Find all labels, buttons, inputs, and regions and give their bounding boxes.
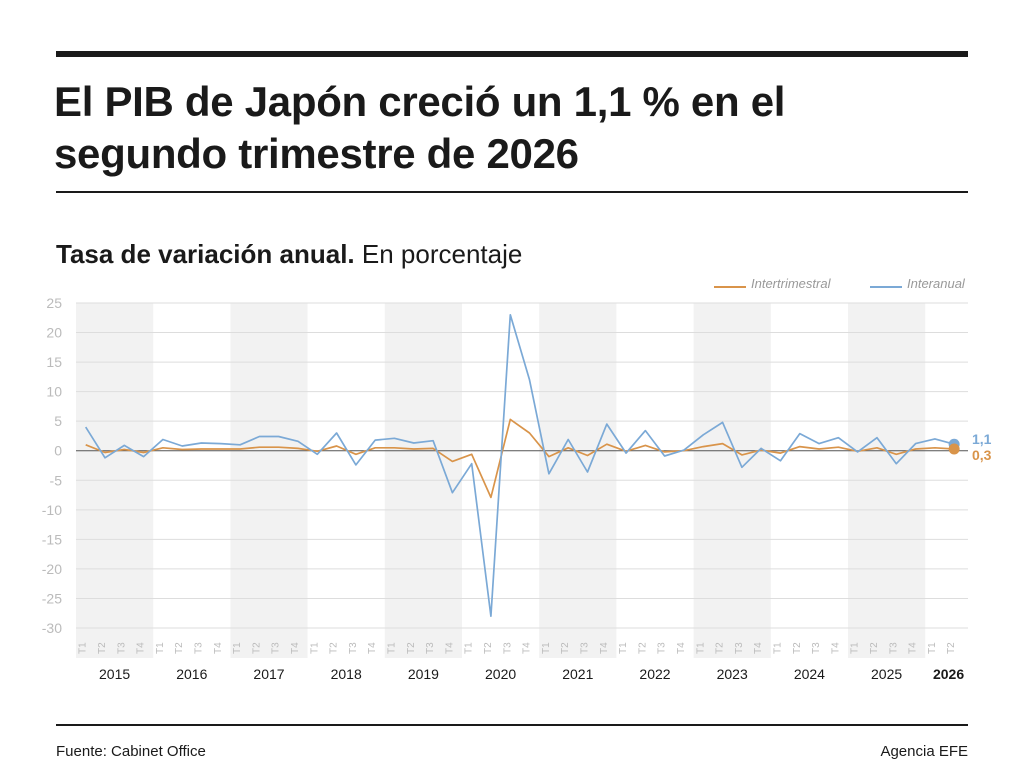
quarter-label: T1 bbox=[618, 642, 629, 654]
quarter-label: T1 bbox=[232, 642, 243, 654]
quarter-label: T4 bbox=[213, 642, 224, 654]
quarter-label: T3 bbox=[348, 642, 359, 654]
y-tick-label: 5 bbox=[54, 413, 62, 429]
quarter-label: T1 bbox=[927, 642, 938, 654]
page-title: El PIB de Japón creció un 1,1 % en el se… bbox=[54, 76, 954, 180]
quarter-label: T3 bbox=[888, 642, 899, 654]
quarter-label: T1 bbox=[850, 642, 861, 654]
bottom-rule bbox=[56, 724, 968, 726]
quarter-label: T2 bbox=[560, 642, 571, 654]
year-label: 2015 bbox=[99, 666, 130, 682]
y-tick-label: -5 bbox=[50, 472, 63, 488]
subtitle-rest: En porcentaje bbox=[354, 239, 523, 269]
quarter-label: T3 bbox=[193, 642, 204, 654]
quarter-label: T2 bbox=[637, 642, 648, 654]
credit-note: Agencia EFE bbox=[880, 743, 968, 760]
chart-subtitle: Tasa de variación anual. En porcentaje bbox=[56, 238, 522, 270]
quarter-label: T3 bbox=[271, 642, 282, 654]
year-label: 2020 bbox=[485, 666, 516, 682]
quarter-label: T1 bbox=[78, 642, 89, 654]
quarter-label: T1 bbox=[309, 642, 320, 654]
year-label: 2018 bbox=[331, 666, 362, 682]
quarter-label: T1 bbox=[155, 642, 166, 654]
year-label: 2024 bbox=[794, 666, 825, 682]
end-label-interanual: 1,1 bbox=[972, 431, 992, 447]
quarter-label: T2 bbox=[251, 642, 262, 654]
quarter-label: T4 bbox=[444, 642, 455, 654]
quarter-label: T3 bbox=[734, 642, 745, 654]
quarter-label: T3 bbox=[657, 642, 668, 654]
year-label: 2017 bbox=[253, 666, 284, 682]
quarter-label: T2 bbox=[483, 642, 494, 654]
y-tick-label: 20 bbox=[46, 325, 62, 341]
y-tick-label: 10 bbox=[46, 384, 62, 400]
legend-label: Intertrimestral bbox=[751, 276, 832, 291]
quarter-label: T4 bbox=[599, 642, 610, 654]
quarter-label: T1 bbox=[541, 642, 552, 654]
quarter-label: T3 bbox=[425, 642, 436, 654]
quarter-label: T4 bbox=[522, 642, 533, 654]
y-tick-label: -15 bbox=[42, 531, 62, 547]
year-label: 2021 bbox=[562, 666, 593, 682]
year-label: 2026 bbox=[933, 666, 964, 682]
subtitle-bold: Tasa de variación anual. bbox=[56, 239, 355, 269]
quarter-label: T2 bbox=[329, 642, 340, 654]
quarter-label: T2 bbox=[406, 642, 417, 654]
year-label: 2022 bbox=[639, 666, 670, 682]
quarter-label: T4 bbox=[908, 642, 919, 654]
y-tick-label: 0 bbox=[54, 443, 62, 459]
y-tick-label: -20 bbox=[42, 561, 62, 577]
quarter-label: T3 bbox=[811, 642, 822, 654]
quarter-label: T2 bbox=[97, 642, 108, 654]
quarter-label: T2 bbox=[869, 642, 880, 654]
title-line-1: El PIB de Japón creció un 1,1 % en el bbox=[54, 78, 786, 125]
quarter-label: T1 bbox=[695, 642, 706, 654]
quarter-label: T4 bbox=[367, 642, 378, 654]
end-point-intertrimestral bbox=[948, 443, 960, 455]
legend-label: Interanual bbox=[907, 276, 966, 291]
title-line-2: segundo trimestre de 2026 bbox=[54, 130, 579, 177]
year-label: 2023 bbox=[717, 666, 748, 682]
top-rule bbox=[56, 51, 968, 57]
y-tick-label: -25 bbox=[42, 590, 62, 606]
y-tick-label: -10 bbox=[42, 502, 62, 518]
quarter-label: T2 bbox=[715, 642, 726, 654]
series-line-intertrimestral bbox=[85, 418, 955, 499]
quarter-label: T4 bbox=[753, 642, 764, 654]
year-label: 2016 bbox=[176, 666, 207, 682]
quarter-label: T3 bbox=[116, 642, 127, 654]
quarter-label: T4 bbox=[830, 642, 841, 654]
year-label: 2019 bbox=[408, 666, 439, 682]
quarter-label: T3 bbox=[579, 642, 590, 654]
series-line-interanual bbox=[84, 313, 955, 618]
y-tick-label: 15 bbox=[46, 354, 62, 370]
year-label: 2025 bbox=[871, 666, 902, 682]
y-tick-label: 25 bbox=[46, 295, 62, 311]
y-tick-label: -30 bbox=[42, 620, 62, 636]
quarter-label: T4 bbox=[290, 642, 301, 654]
quarter-label: T4 bbox=[676, 642, 687, 654]
quarter-label: T3 bbox=[502, 642, 513, 654]
quarter-label: T2 bbox=[792, 642, 803, 654]
title-rule bbox=[56, 191, 968, 193]
source-note: Fuente: Cabinet Office bbox=[56, 743, 206, 760]
quarter-label: T4 bbox=[136, 642, 147, 654]
quarter-label: T1 bbox=[386, 642, 397, 654]
quarter-label: T2 bbox=[174, 642, 185, 654]
quarter-label: T2 bbox=[946, 642, 957, 654]
quarter-label: T1 bbox=[772, 642, 783, 654]
end-label-intertrimestral: 0,3 bbox=[972, 447, 992, 463]
quarter-label: T1 bbox=[464, 642, 475, 654]
